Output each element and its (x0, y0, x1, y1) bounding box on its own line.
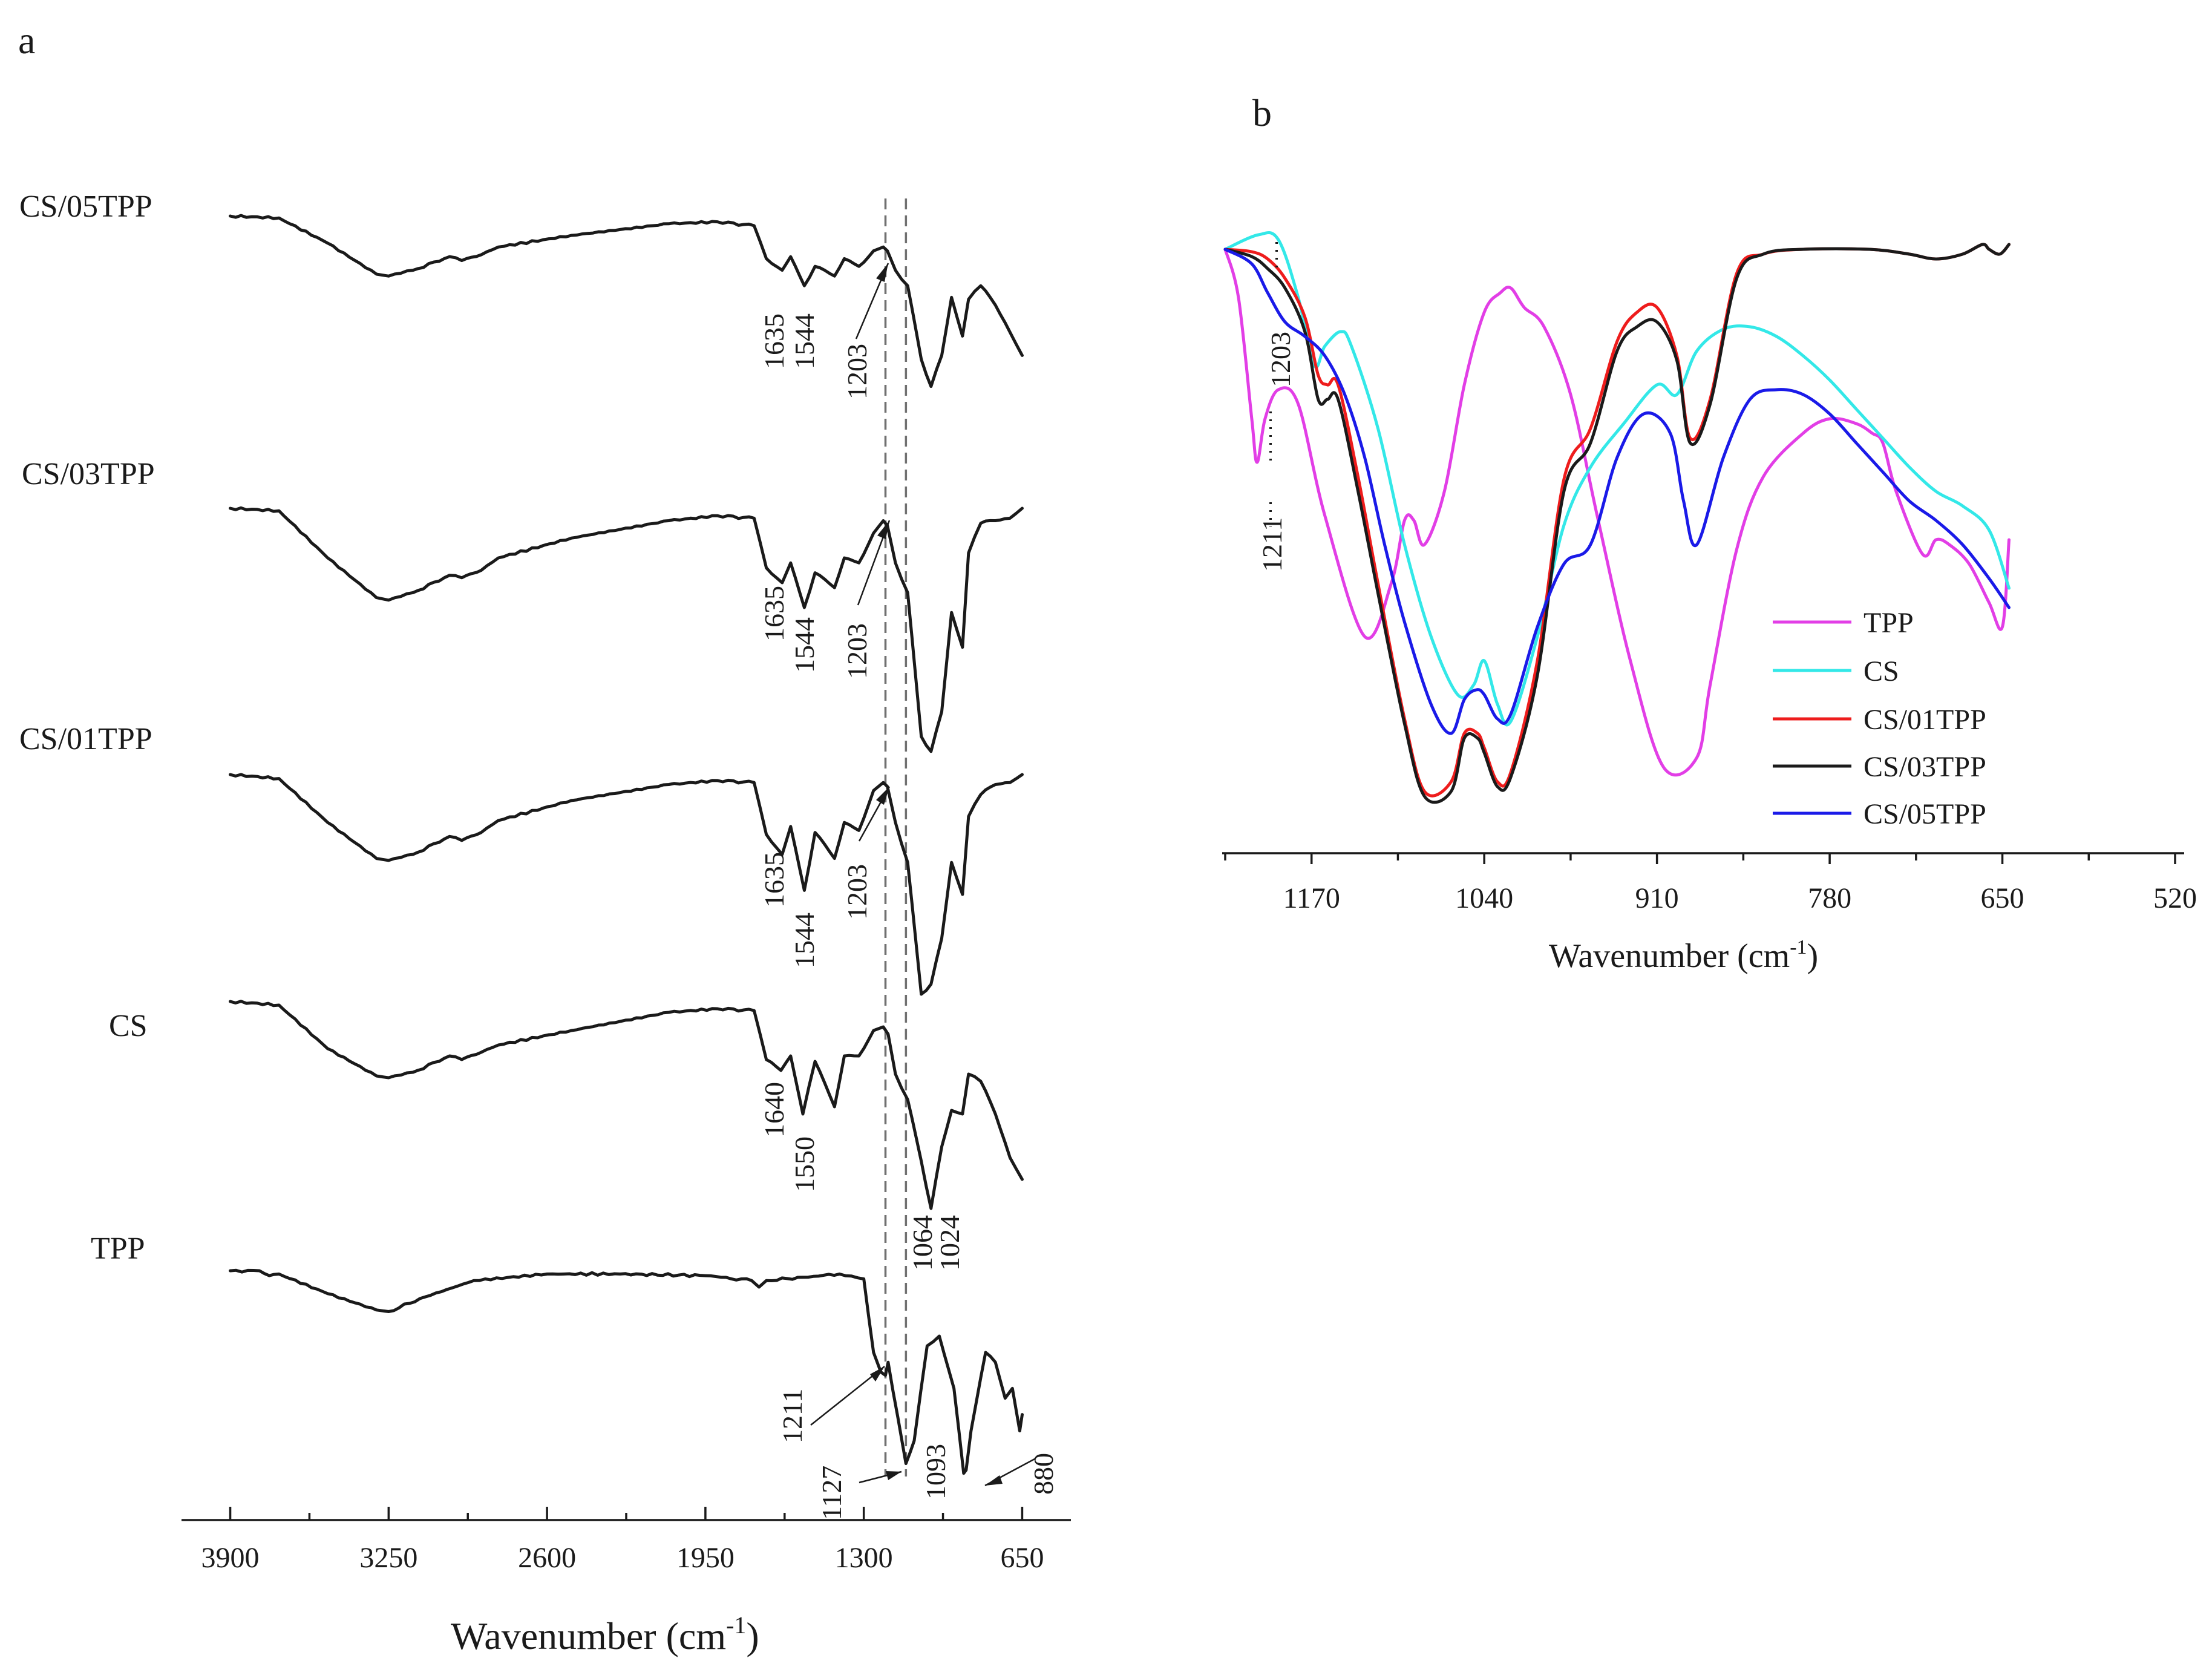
spectrum-cs-03tpp (229, 506, 1024, 753)
peak-label-1550-cs: 1550 (789, 1136, 820, 1192)
panel-a-label: a (18, 19, 35, 62)
peak-label-1203-cs03: 1203 (842, 623, 872, 679)
panel-b: b 1203 1211 TPP CS CS/01TPP CS/03TPP CS/… (1222, 91, 2197, 975)
peak-label-1203-cs01: 1203 (842, 864, 872, 920)
panel-a-x-ticks: 3900 3250 2600 1950 1300 650 (201, 1507, 1044, 1574)
legend: TPP CS CS/01TPP CS/03TPP CS/05TPP (1773, 607, 1986, 830)
arrowhead-1203-cs01 (876, 787, 889, 805)
spectrum-b-tpp (1223, 247, 2011, 777)
panel-b-tick-label-910: 910 (1635, 882, 1679, 914)
panel-a-x-axis-title: Wavenumber (cm-1) (451, 1611, 759, 1657)
panel-b-tick-label-520: 520 (2153, 882, 2197, 914)
panel-a-tick-label-650: 650 (1000, 1542, 1044, 1574)
panel-b-tick-label-1170: 1170 (1283, 882, 1340, 914)
spectrum-cs (229, 1000, 1024, 1210)
spectrum-b-cs-05tpp (1223, 247, 2011, 735)
spectrum-b-cs-03tpp (1223, 243, 2011, 804)
panel-a-tick-label-3900: 3900 (201, 1542, 260, 1574)
legend-label-cs: CS (1864, 655, 1899, 687)
annotation-1211: 1211 (1257, 517, 1288, 572)
peak-label-1024-cs: 1024 (934, 1215, 965, 1271)
peak-label-1635-cs05: 1635 (759, 313, 790, 369)
panel-b-x-axis-title: Wavenumber (cm-1) (1549, 936, 1818, 975)
panel-b-tick-label-780: 780 (1808, 882, 1851, 914)
panel-a-tick-label-1300: 1300 (835, 1542, 893, 1574)
peak-label-1203-cs05: 1203 (842, 344, 872, 399)
peak-label-1635-cs01: 1635 (759, 852, 790, 908)
arrowhead-1127-tpp (886, 1471, 901, 1480)
series-label-cs: CS (109, 1009, 148, 1043)
panel-b-x-ticks: 1170 1040 910 780 650 520 (1224, 853, 2197, 914)
peak-label-1544-cs03: 1544 (789, 617, 820, 673)
series-label-cs-05tpp: CS/05TPP (19, 189, 152, 224)
spectrum-tpp (229, 1268, 1024, 1475)
spectrum-cs-01tpp (229, 773, 1024, 996)
peak-label-1544-cs01: 1544 (789, 913, 820, 968)
series-label-cs-03tpp: CS/03TPP (22, 457, 155, 491)
series-label-cs-01tpp: CS/01TPP (19, 722, 152, 756)
panel-a-tick-label-3250: 3250 (359, 1542, 417, 1574)
peak-label-880-tpp: 880 (1028, 1453, 1059, 1495)
panel-a-guide-lines (884, 198, 908, 1476)
arrowhead-1203-cs03 (877, 520, 889, 539)
peak-label-1127-tpp: 1127 (816, 1466, 847, 1520)
arrowhead-1203-cs05 (876, 263, 888, 282)
panel-a-tick-label-1950: 1950 (676, 1542, 735, 1574)
annotation-1203: 1203 (1265, 332, 1296, 387)
panel-a-tick-label-2600: 2600 (518, 1542, 576, 1574)
peak-label-1544-cs05: 1544 (789, 313, 820, 369)
panel-b-label: b (1252, 91, 1272, 134)
peak-label-1093-tpp: 1093 (920, 1444, 951, 1499)
legend-label-cs-05tpp: CS/05TPP (1864, 798, 1986, 830)
legend-label-cs-01tpp: CS/01TPP (1864, 704, 1986, 736)
panel-b-tick-label-650: 650 (1981, 882, 2024, 914)
legend-label-tpp: TPP (1864, 607, 1914, 639)
peak-label-1211-tpp: 1211 (777, 1389, 808, 1443)
series-label-tpp: TPP (91, 1231, 145, 1266)
arrowhead-1211-tpp (870, 1366, 885, 1381)
peak-label-1640-cs: 1640 (759, 1082, 790, 1138)
spectrum-cs-05tpp (229, 214, 1024, 388)
panel-a: a CS/05TPP CS/03TPP CS/01TPP CS TPP 1635… (18, 19, 1071, 1657)
arrowhead-880-tpp (985, 1475, 1003, 1486)
legend-label-cs-03tpp: CS/03TPP (1864, 751, 1986, 783)
panel-b-tick-label-1040: 1040 (1455, 882, 1513, 914)
peak-label-1064-cs: 1064 (907, 1215, 938, 1271)
peak-label-1635-cs03: 1635 (759, 586, 790, 641)
